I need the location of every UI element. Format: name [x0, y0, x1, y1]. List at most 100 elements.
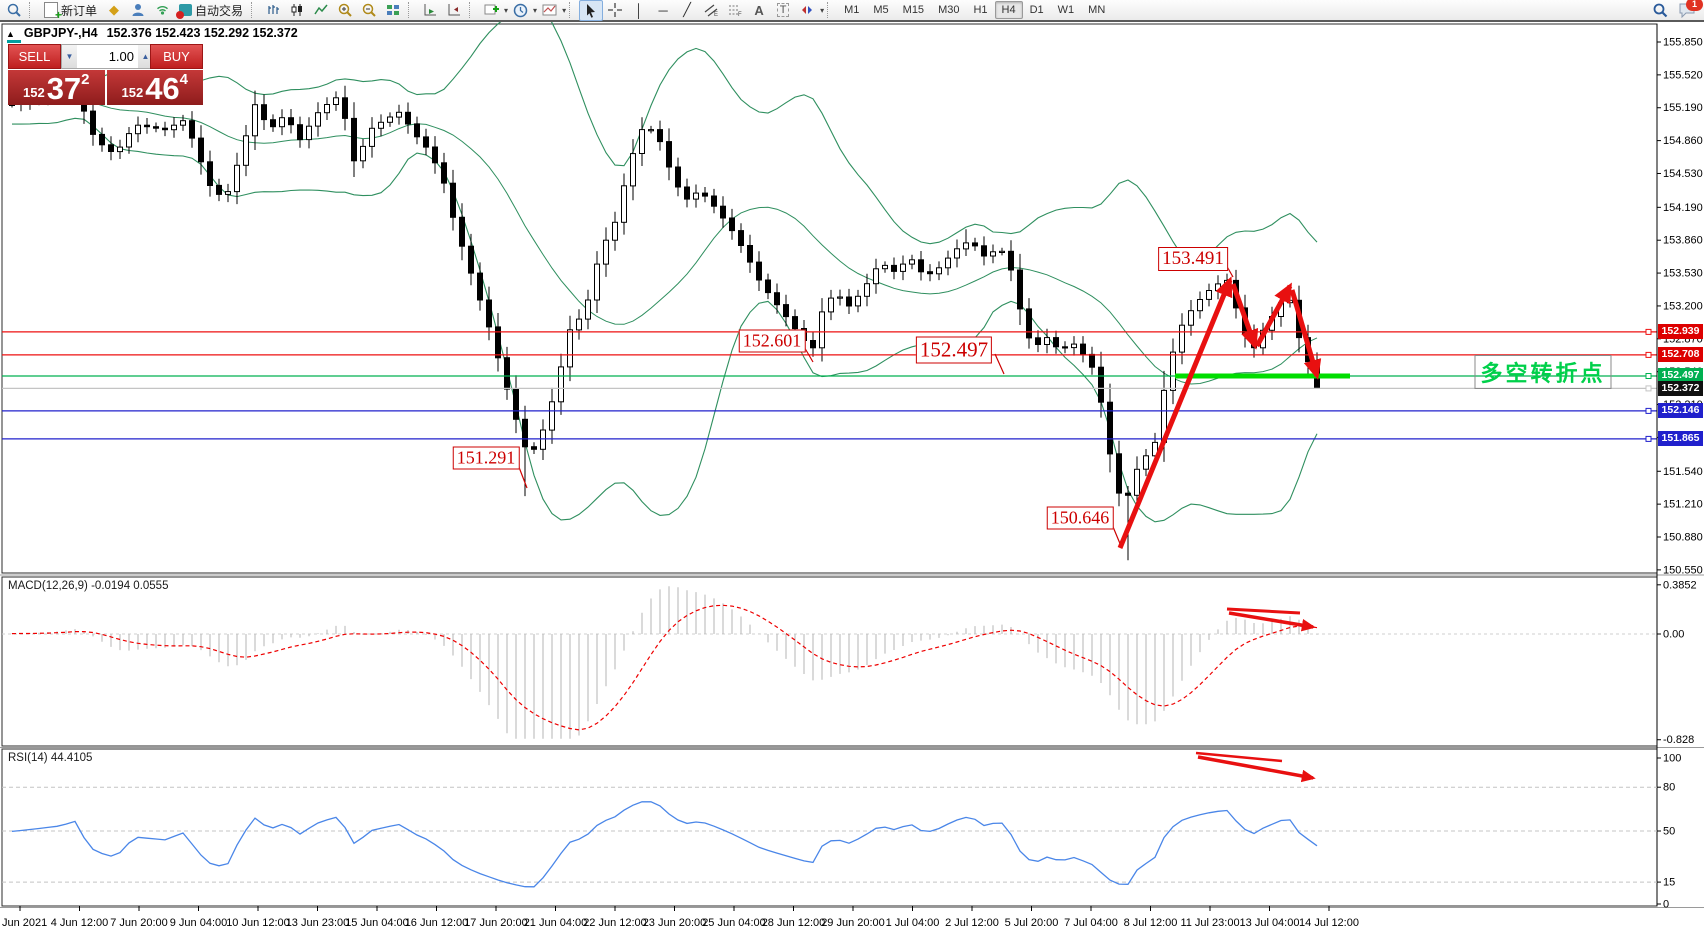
- sell-quote[interactable]: 152 37 2: [8, 70, 105, 105]
- sell-button[interactable]: SELL: [8, 44, 61, 69]
- timeframe-h4[interactable]: H4: [994, 1, 1023, 19]
- time-axis-label: 3 Jun 2021: [0, 917, 47, 929]
- volume-increase-button[interactable]: ▲: [138, 45, 153, 68]
- price-annotation-152.601[interactable]: 152.601: [738, 329, 806, 353]
- new-order-button[interactable]: 新订单: [39, 1, 102, 22]
- arrows-dropdown-arrow[interactable]: ▾: [820, 5, 825, 15]
- chart-shift-icon[interactable]: [442, 0, 466, 21]
- buy-quote[interactable]: 152 46 4: [106, 70, 203, 106]
- time-axis-label: 8 Jul 12:00: [1124, 917, 1178, 929]
- timeframe-w1[interactable]: W1: [1057, 4, 1075, 16]
- signals-icon[interactable]: [150, 0, 174, 21]
- price-tick-label: 155.190: [1663, 102, 1703, 114]
- hline-handle[interactable]: [1645, 407, 1652, 414]
- bars-glyph: [268, 5, 280, 14]
- zoom-in-glyph: [338, 3, 352, 17]
- templates-icon[interactable]: [537, 0, 561, 21]
- price-annotation-153.491[interactable]: 153.491: [1158, 247, 1228, 271]
- notifications-chat[interactable]: 1: [1678, 0, 1703, 18]
- time-axis-label: 15 Jun 04:00: [345, 917, 409, 929]
- price-annotation-150.646[interactable]: 150.646: [1046, 506, 1114, 530]
- timeframe-m1[interactable]: M1: [844, 4, 860, 16]
- red-trend-arrow[interactable]: [1195, 751, 1283, 763]
- candles: [9, 75, 1320, 561]
- zoom-in-icon[interactable]: [333, 0, 357, 21]
- price-badge-152.497: 152.497: [1658, 368, 1703, 384]
- timeframe-d1[interactable]: D1: [1029, 4, 1044, 16]
- time-axis-label: 28 Jun 12:00: [762, 917, 826, 929]
- red-trend-arrow[interactable]: [1289, 289, 1322, 380]
- time-axis-label: 11 Jul 23:00: [1180, 917, 1239, 929]
- text-label-tool[interactable]: T: [771, 0, 795, 21]
- channel-glyph: E: [704, 4, 718, 17]
- hline-handle[interactable]: [1645, 435, 1652, 442]
- cursor-tool[interactable]: [579, 0, 604, 21]
- red-trend-arrow[interactable]: [1230, 283, 1259, 350]
- horizontal-line-tool[interactable]: ─: [658, 2, 668, 18]
- red-trend-arrow[interactable]: [1117, 276, 1233, 549]
- indicators-icon[interactable]: [479, 0, 503, 21]
- equidistant-channel-tool[interactable]: E: [699, 0, 723, 21]
- timeframe-m5[interactable]: M5: [873, 4, 889, 16]
- buy-button[interactable]: BUY: [150, 44, 203, 69]
- autotrading-button[interactable]: 自动交易: [174, 1, 248, 20]
- timeframe-h1[interactable]: H1: [973, 4, 988, 16]
- zoom-out-icon[interactable]: [357, 0, 381, 21]
- buy-price-base: 152: [121, 85, 144, 100]
- timeframe-m30[interactable]: M30: [938, 4, 960, 16]
- time-axis-label: 21 Jun 04:00: [524, 917, 588, 929]
- macd-axis-label: 0.3852: [1663, 579, 1697, 591]
- price-tick-label: 154.530: [1663, 168, 1703, 180]
- hline-handle[interactable]: [1645, 373, 1652, 379]
- bull-bear-turning-point-note[interactable]: 多空转折点: [1474, 355, 1612, 389]
- rsi-axis-label: 100: [1663, 753, 1681, 765]
- price-annotation-152.497[interactable]: 152.497: [915, 336, 993, 364]
- person-glyph: [132, 4, 144, 16]
- volume-input[interactable]: [77, 45, 138, 68]
- volume-decrease-button[interactable]: ▼: [62, 45, 77, 68]
- rsi-name: RSI(14): [8, 752, 48, 764]
- chart-shift-glyph: [448, 4, 460, 16]
- indicators-dropdown-arrow[interactable]: ▾: [504, 5, 509, 15]
- metaeditor-icon[interactable]: ◆: [109, 2, 120, 17]
- periods-dropdown-arrow[interactable]: ▾: [533, 5, 538, 15]
- timeframe-m15[interactable]: M15: [902, 4, 925, 16]
- tile-windows-icon[interactable]: [381, 0, 405, 21]
- vertical-line-tool[interactable]: │: [635, 2, 644, 18]
- red-trend-arrow[interactable]: [1228, 611, 1316, 632]
- auto-scroll-glyph: [424, 4, 436, 16]
- red-trend-arrow[interactable]: [1254, 282, 1293, 348]
- text-tool[interactable]: A: [754, 2, 764, 18]
- oneclick-panel-toggle[interactable]: [7, 40, 21, 43]
- autotrading-label: 自动交易: [195, 3, 244, 18]
- toolbar-separator: [827, 2, 834, 18]
- profile-icon[interactable]: [126, 0, 150, 21]
- macd-signal-line: [11, 604, 1318, 731]
- arrows-tool[interactable]: [795, 0, 819, 21]
- bar-chart-icon[interactable]: [261, 0, 285, 21]
- templates-dropdown-arrow[interactable]: ▾: [562, 5, 567, 15]
- periods-icon[interactable]: [508, 0, 532, 21]
- new-order-icon: [44, 2, 62, 22]
- hline-handle[interactable]: [1645, 328, 1652, 335]
- auto-scroll-icon[interactable]: [418, 0, 442, 21]
- trendline-tool[interactable]: ╱: [683, 2, 691, 17]
- candlestick-chart-icon[interactable]: [285, 0, 309, 21]
- crosshair-tool[interactable]: [603, 0, 627, 21]
- rsi-axis-label: 0: [1663, 899, 1669, 911]
- sell-price-base: 152: [22, 85, 45, 100]
- red-trend-arrow[interactable]: [1226, 607, 1301, 615]
- red-trend-arrow[interactable]: [1197, 755, 1316, 783]
- hline-handle[interactable]: [1645, 385, 1652, 392]
- buy-price-big: 46: [145, 71, 180, 106]
- chart-preview-icon[interactable]: [2, 0, 26, 21]
- price-annotation-151.291[interactable]: 151.291: [452, 446, 520, 470]
- search-icon[interactable]: [1648, 0, 1672, 21]
- zoom-out-glyph: [362, 3, 376, 17]
- fibonacci-tool[interactable]: F: [723, 0, 747, 21]
- hline-handle[interactable]: [1645, 351, 1652, 358]
- line-chart-icon[interactable]: [309, 0, 333, 21]
- timeframe-mn[interactable]: MN: [1088, 4, 1106, 16]
